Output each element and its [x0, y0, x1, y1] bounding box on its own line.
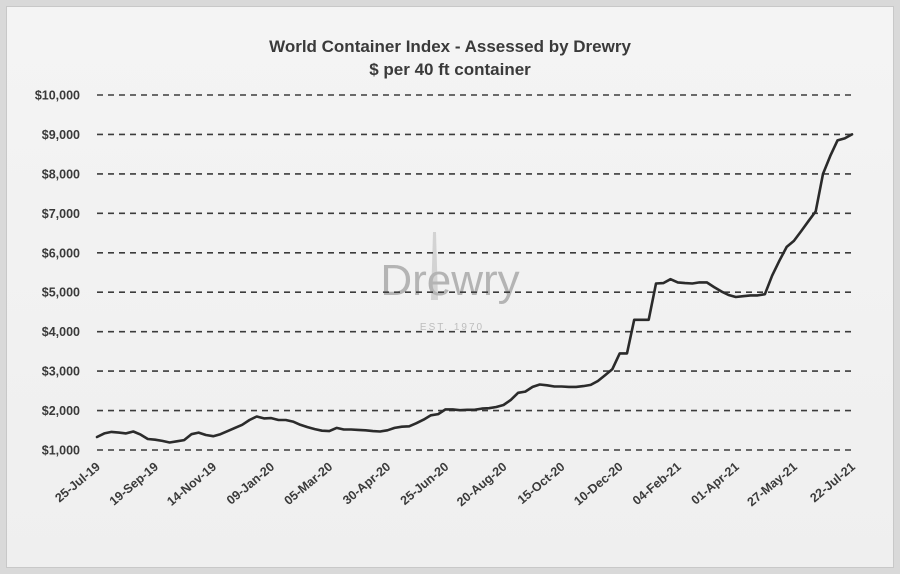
x-tick-label: 10-Dec-20 [571, 460, 625, 509]
x-tick-label: 25-Jun-20 [398, 460, 452, 508]
watermark-brand: Drewry [380, 256, 519, 305]
series-line [95, 133, 854, 444]
x-tick-label: 04-Feb-21 [630, 460, 684, 508]
x-tick-label: 27-May-21 [745, 460, 800, 510]
drewry-watermark: Drewry EST. 1970 [380, 232, 520, 333]
x-tick-label: 05-Mar-20 [282, 460, 336, 508]
y-tick-label: $6,000 [42, 246, 80, 260]
y-tick-label: $10,000 [35, 89, 80, 103]
y-tick-label: $7,000 [42, 207, 80, 221]
x-tick-label: 25-Jul-19 [52, 460, 103, 506]
x-tick-label: 14-Nov-19 [164, 460, 219, 509]
x-tick-label: 09-Jan-20 [224, 460, 277, 508]
y-tick-label: $5,000 [42, 286, 80, 300]
y-tick-label: $3,000 [42, 365, 80, 379]
y-tick-label: $9,000 [42, 128, 80, 142]
chart-title: World Container Index - Assessed by Drew… [269, 37, 631, 56]
x-tick-label: 20-Aug-20 [454, 460, 509, 510]
watermark-tower-icon [431, 232, 438, 300]
y-tick-label: $4,000 [42, 325, 80, 339]
x-tick-label: 30-Apr-20 [340, 460, 393, 508]
y-tick-label: $8,000 [42, 167, 80, 181]
x-tick-label: 01-Apr-21 [689, 460, 742, 508]
x-tick-label: 19-Sep-19 [107, 460, 161, 509]
y-axis-ticks: $1,000 $2,000 $3,000 $4,000 $5,000 $6,000 $7,0… [35, 89, 80, 458]
chart-panel [6, 6, 894, 568]
y-tick-label: $2,000 [42, 404, 80, 418]
watermark-established: EST. 1970 [420, 322, 484, 333]
series-layer [95, 133, 854, 444]
chart-subtitle: $ per 40 ft container [369, 60, 531, 79]
x-tick-label: 15-Oct-20 [515, 460, 568, 507]
x-axis-ticks: 25-Jul-19 19-Sep-19 14-Nov-19 09-Jan-20 05-M… [52, 460, 858, 510]
x-tick-label: 22-Jul-21 [807, 460, 858, 506]
y-tick-label: $1,000 [42, 444, 80, 458]
